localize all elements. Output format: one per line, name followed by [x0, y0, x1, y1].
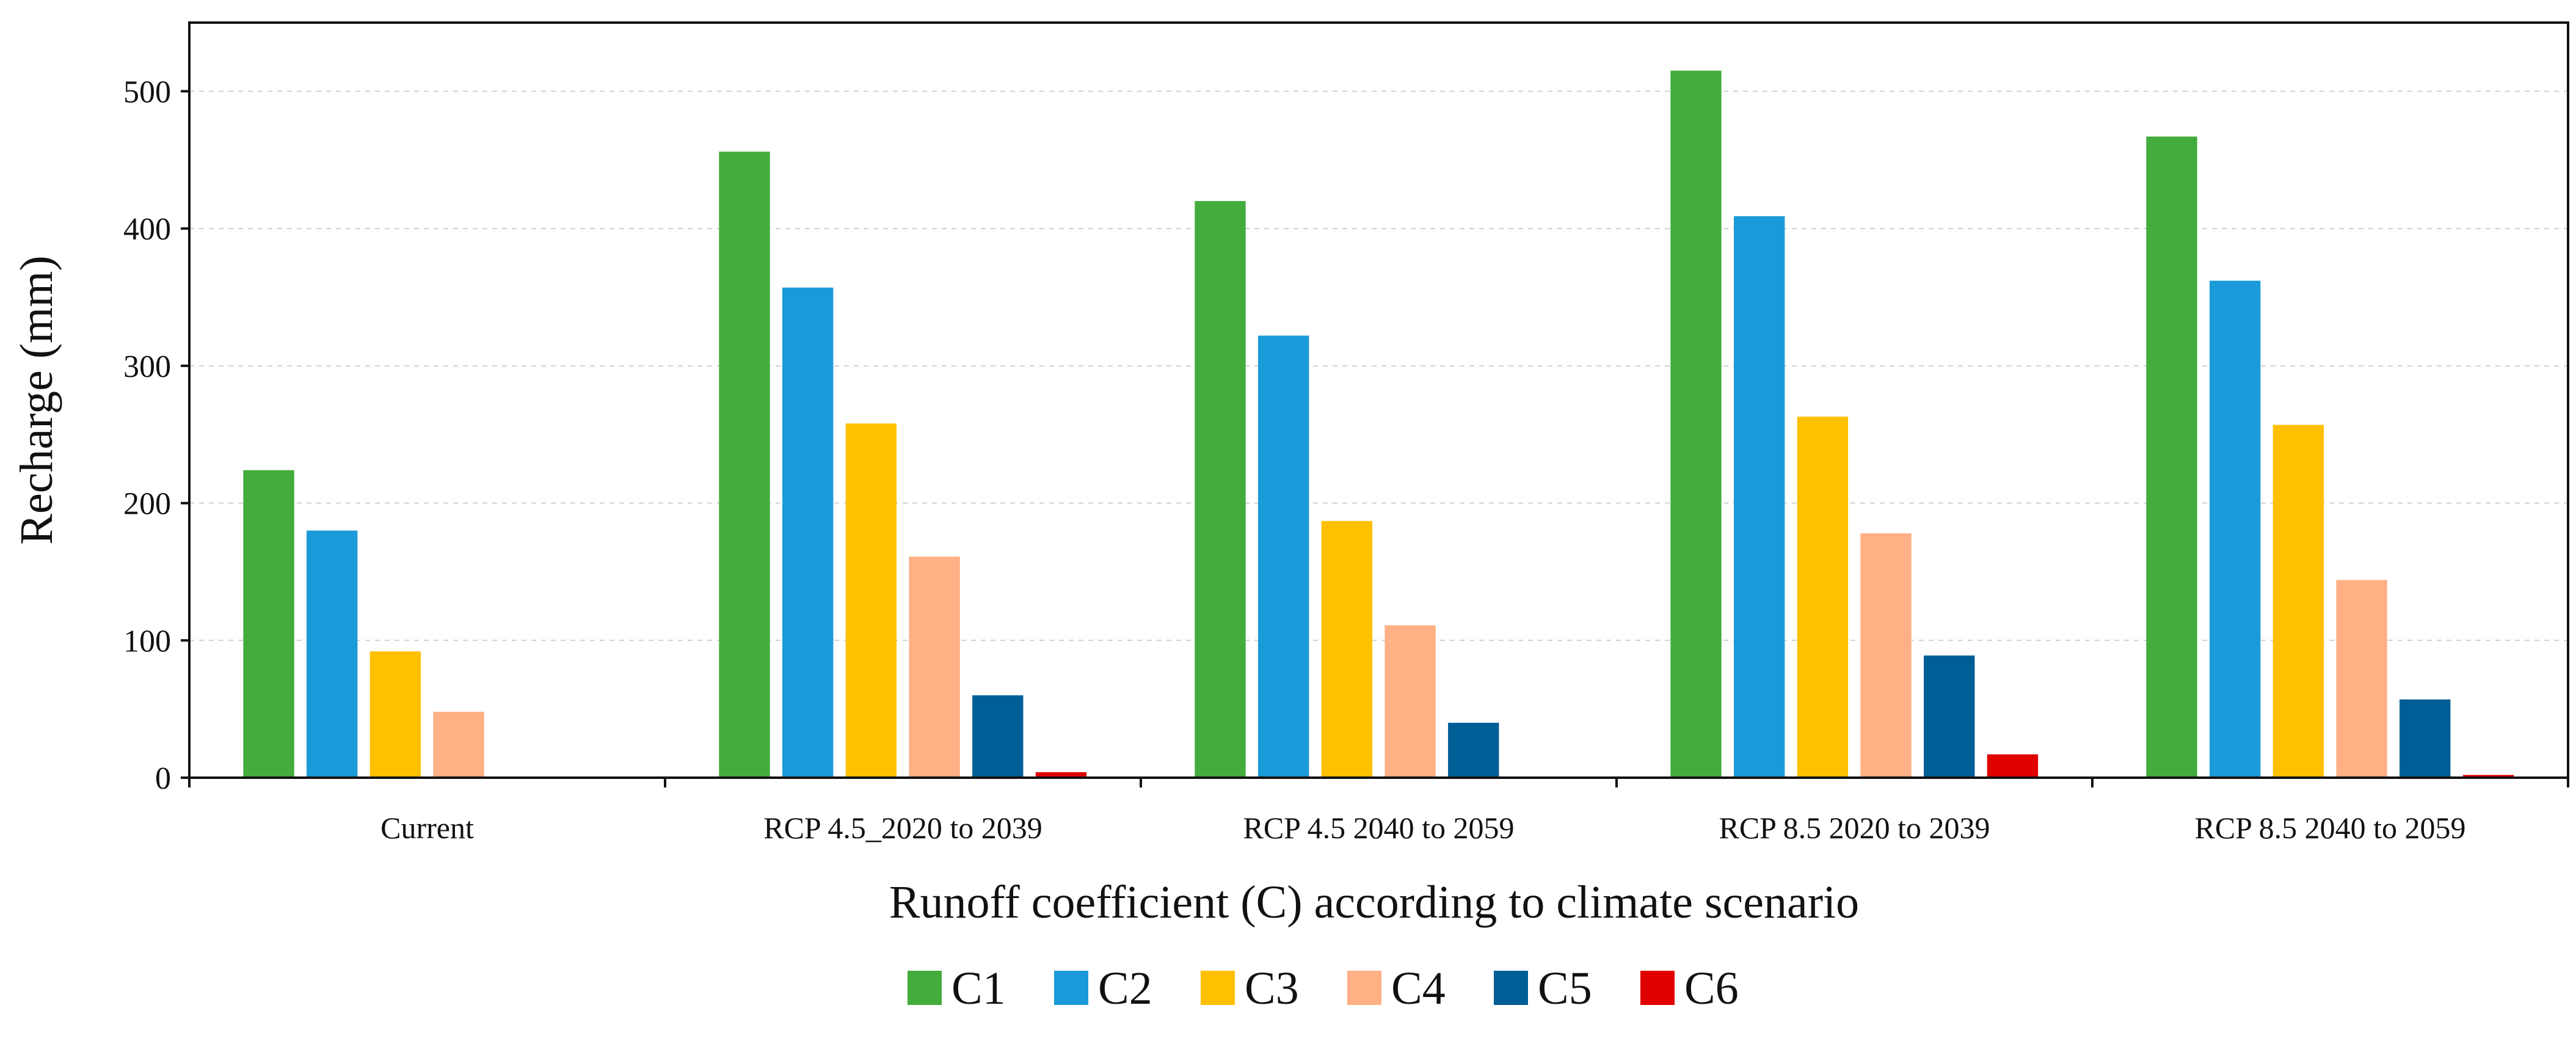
legend-label-c3: C3	[1245, 963, 1299, 1014]
legend-label-c2: C2	[1098, 963, 1152, 1014]
x-tick-label: RCP 8.5 2040 to 2059	[2194, 811, 2465, 845]
bar-c4-2	[909, 557, 960, 778]
legend: C1 C2 C3 C4 C5 C6	[908, 963, 1739, 1014]
x-axis-ticks: Current RCP 4.5_2020 to 2039 RCP 4.5 2040 …	[188, 778, 2569, 845]
legend-swatch-c5	[1494, 971, 1528, 1005]
bar-c2-1	[307, 530, 358, 778]
bar-c6-5	[2462, 775, 2514, 778]
legend-label-c4: C4	[1391, 963, 1446, 1014]
bar-c2-3	[1258, 335, 1309, 778]
legend-label-c6: C6	[1684, 963, 1739, 1014]
y-tick-label: 500	[123, 75, 171, 109]
bar-c5-5	[2400, 699, 2451, 778]
legend-swatch-c6	[1640, 971, 1675, 1005]
y-tick-label: 0	[155, 761, 171, 796]
bar-c3-2	[845, 423, 897, 778]
bar-c2-4	[1734, 216, 1785, 778]
bar-c5-3	[1448, 723, 1499, 778]
bar-c3-4	[1797, 416, 1849, 778]
bar-c4-1	[433, 712, 484, 778]
plot-area-frame	[188, 21, 2569, 779]
x-tick-label: RCP 4.5_2020 to 2039	[763, 811, 1042, 845]
bar-c1-3	[1195, 201, 1246, 778]
bar-c6-4	[1987, 754, 2039, 778]
y-tick-label: 300	[123, 349, 171, 384]
y-axis-ticks: 0 100 200 300 400 500	[123, 75, 189, 796]
y-axis-title: Recharge (mm)	[11, 255, 62, 544]
legend-swatch-c3	[1201, 971, 1235, 1005]
x-tick-label: RCP 8.5 2020 to 2039	[1719, 811, 1990, 845]
legend-label-c1: C1	[951, 963, 1006, 1014]
x-tick-label: RCP 4.5 2040 to 2059	[1243, 811, 1514, 845]
bar-c5-2	[972, 695, 1024, 778]
bar-c1-5	[2146, 136, 2197, 778]
bar-c4-5	[2336, 580, 2387, 778]
legend-swatch-c2	[1054, 971, 1088, 1005]
legend-swatch-c1	[908, 971, 942, 1005]
bar-c1-1	[243, 470, 294, 778]
legend-label-c5: C5	[1538, 963, 1592, 1014]
bar-c1-2	[719, 152, 770, 778]
bar-c3-3	[1321, 521, 1373, 778]
bar-c4-4	[1860, 533, 1912, 778]
bar-c3-1	[369, 651, 421, 778]
bar-c1-4	[1670, 70, 1722, 778]
y-tick-label: 100	[123, 624, 171, 659]
bar-c4-3	[1384, 625, 1436, 778]
x-axis-title: Runoff coefficient (C) according to clim…	[889, 877, 1859, 928]
y-tick-label: 400	[123, 212, 171, 247]
bar-c6-2	[1035, 772, 1087, 778]
y-tick-label: 200	[123, 487, 171, 522]
bar-c2-2	[782, 287, 834, 778]
bar-c2-5	[2210, 280, 2261, 778]
bar-c3-5	[2272, 425, 2324, 778]
legend-swatch-c4	[1347, 971, 1381, 1005]
x-tick-label: Current	[380, 811, 474, 845]
bars	[243, 70, 2514, 778]
bar-c5-4	[1924, 655, 1975, 778]
